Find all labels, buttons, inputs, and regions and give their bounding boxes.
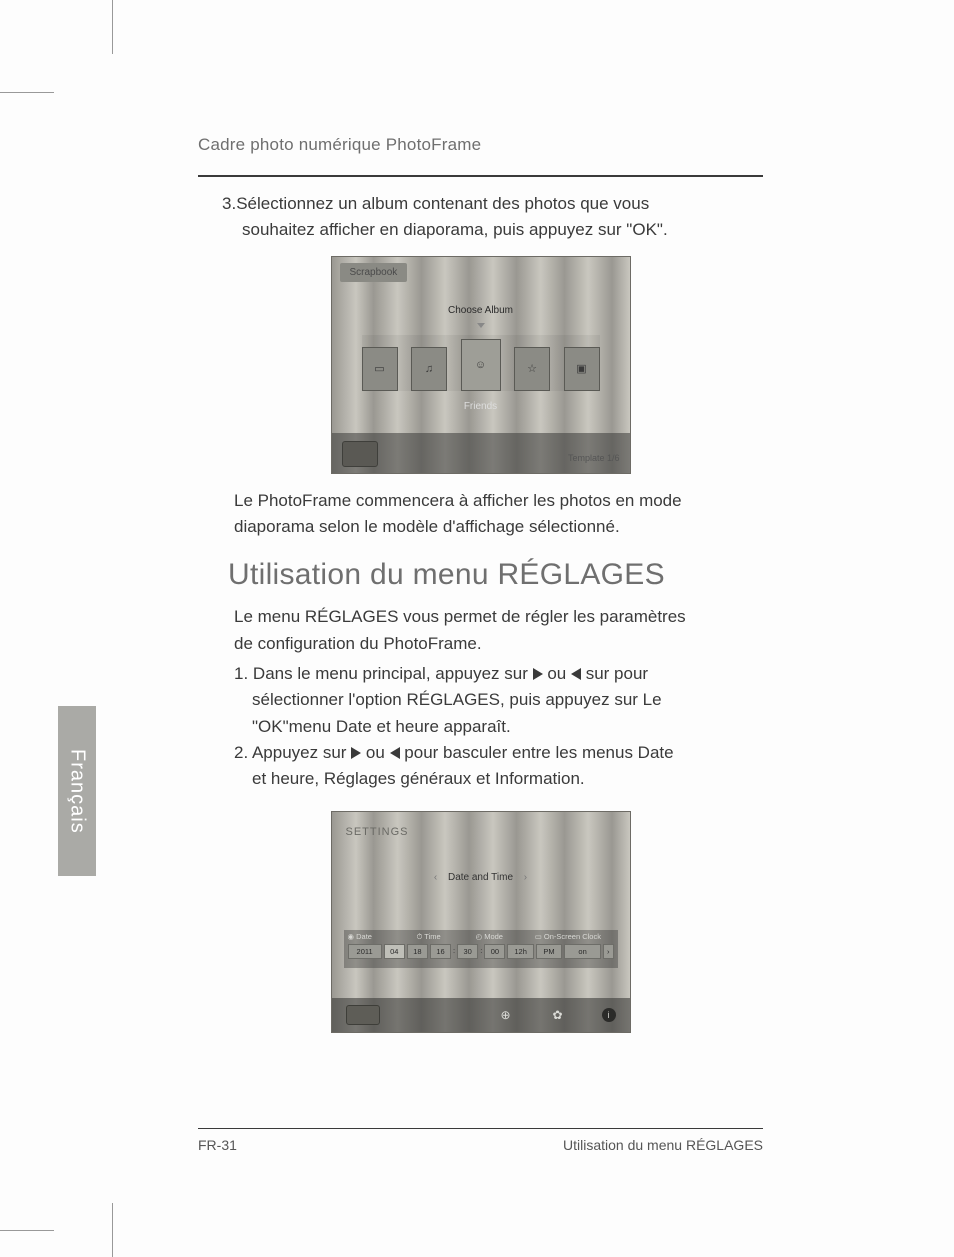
fig2-nav: ‹ Date and Time › bbox=[332, 872, 630, 883]
fig2-settings-label: SETTINGS bbox=[346, 826, 409, 838]
fig1-album-name: Friends bbox=[332, 401, 630, 412]
page: Français Cadre photo numérique PhotoFram… bbox=[0, 0, 954, 1257]
chevron-right-icon: › bbox=[524, 872, 527, 883]
post-fig1-line-a: Le PhotoFrame commencera à afficher les … bbox=[234, 491, 682, 510]
globe-icon: ⊕ bbox=[498, 1007, 514, 1023]
step-2-a: Appuyez sur bbox=[248, 743, 351, 762]
crop-mark bbox=[0, 92, 54, 93]
right-arrow-icon bbox=[533, 668, 543, 680]
section-title: Utilisation du menu RÉGLAGES bbox=[198, 558, 763, 592]
section-intro: Le menu RÉGLAGES vous permet de régler l… bbox=[198, 604, 763, 657]
language-tab-label: Français bbox=[66, 749, 89, 834]
right-arrow-icon bbox=[351, 747, 361, 759]
post-fig1-line-b: diaporama selon le modèle d'affichage sé… bbox=[234, 517, 620, 536]
val-min: 30 bbox=[457, 944, 478, 959]
step-2-d: et heure, Réglages généraux et Informati… bbox=[252, 769, 585, 788]
step-1-a: Dans le menu principal, appuyez sur bbox=[248, 664, 532, 683]
fig2-hdr-mode: ◴ Mode bbox=[476, 932, 535, 942]
colon: : bbox=[453, 944, 455, 959]
step-3-num: 3. bbox=[222, 194, 236, 213]
val-month: 04 bbox=[384, 944, 405, 959]
album-thumb: ▣ bbox=[564, 347, 600, 391]
language-tab: Français bbox=[58, 706, 96, 876]
val-hour: 16 bbox=[430, 944, 451, 959]
left-arrow-icon bbox=[571, 668, 581, 680]
footer-rule bbox=[198, 1128, 763, 1129]
step-1: 1. Dans le menu principal, appuyez sur o… bbox=[198, 661, 763, 740]
album-thumb: ♫ bbox=[411, 347, 447, 391]
content-column: Cadre photo numérique PhotoFrame 3.Sélec… bbox=[198, 135, 763, 1047]
fig2-iconbar: ⊕ ✿ i bbox=[332, 998, 630, 1032]
left-arrow-icon bbox=[390, 747, 400, 759]
step-3-line-b: souhaitez afficher en diaporama, puis ap… bbox=[234, 220, 668, 239]
fig1-bottom-bar: Template 1/6 bbox=[332, 433, 630, 473]
album-thumb: ▭ bbox=[362, 347, 398, 391]
album-thumb-selected: ☺ bbox=[461, 339, 501, 391]
fig2-hdr-clock: ▭ On-Screen Clock bbox=[535, 932, 614, 942]
fig2-hdr-date: ◉ Date bbox=[348, 932, 417, 942]
val-clock: on bbox=[564, 944, 601, 959]
intro-line-b: de configuration du PhotoFrame. bbox=[234, 634, 482, 653]
step-2-b: ou bbox=[361, 743, 389, 762]
fig2-fields: ◉ Date ⏱ Time ◴ Mode ▭ On-Screen Clock 2… bbox=[344, 930, 618, 968]
crop-mark bbox=[112, 0, 113, 54]
running-header: Cadre photo numérique PhotoFrame bbox=[198, 135, 763, 155]
fig2-hdr-time: ⏱ Time bbox=[416, 932, 475, 942]
screenshot-settings: SETTINGS ‹ Date and Time › ◉ Date ⏱ Time… bbox=[331, 811, 631, 1033]
fig2-nav-label: Date and Time bbox=[448, 872, 513, 883]
val-mode: 12h bbox=[507, 944, 533, 959]
page-footer: FR-31 Utilisation du menu RÉGLAGES bbox=[198, 1128, 763, 1153]
post-fig1-text: Le PhotoFrame commencera à afficher les … bbox=[198, 488, 763, 541]
crop-mark bbox=[112, 1203, 113, 1257]
step-1-e: "OK"menu Date et heure apparaît. bbox=[252, 717, 511, 736]
fig2-field-headers: ◉ Date ⏱ Time ◴ Mode ▭ On-Screen Clock bbox=[348, 932, 614, 942]
fig1-choose-label: Choose Album bbox=[332, 305, 630, 316]
fig1-template-label: Template 1/6 bbox=[568, 453, 620, 463]
val-day: 18 bbox=[407, 944, 428, 959]
step-3-line-a: Sélectionnez un album contenant des phot… bbox=[236, 194, 649, 213]
val-year: 2011 bbox=[348, 944, 382, 959]
step-2-num: 2. bbox=[234, 743, 248, 762]
gear-icon: ✿ bbox=[550, 1007, 566, 1023]
step-2: 2. Appuyez sur ou pour basculer entre le… bbox=[198, 740, 763, 793]
step-2-c: pour basculer entre les menus Date bbox=[400, 743, 674, 762]
colon: : bbox=[480, 944, 482, 959]
val-ampm: PM bbox=[536, 944, 562, 959]
fig1-album-row: ▭ ♫ ☺ ☆ ▣ bbox=[362, 335, 600, 391]
screenshot-choose-album: Scrapbook Choose Album ▭ ♫ ☺ ☆ ▣ Friends… bbox=[331, 256, 631, 474]
footer-section-title: Utilisation du menu RÉGLAGES bbox=[563, 1137, 763, 1153]
album-thumb: ☆ bbox=[514, 347, 550, 391]
step-1-b: ou bbox=[543, 664, 571, 683]
step-1-d: sélectionner l'option RÉGLAGES, puis app… bbox=[252, 690, 662, 709]
crop-mark bbox=[0, 1230, 54, 1231]
fig2-field-values: 2011 04 18 16 : 30 : 00 12h PM on › bbox=[348, 944, 614, 959]
fig1-tab: Scrapbook bbox=[340, 263, 408, 282]
footer-page-number: FR-31 bbox=[198, 1137, 237, 1153]
step-3: 3.Sélectionnez un album contenant des ph… bbox=[198, 191, 763, 244]
intro-line-a: Le menu RÉGLAGES vous permet de régler l… bbox=[234, 607, 686, 626]
chevron-right-icon: › bbox=[603, 944, 614, 959]
toolbox-icon bbox=[346, 1005, 380, 1025]
info-icon: i bbox=[602, 1008, 616, 1022]
val-sec: 00 bbox=[484, 944, 505, 959]
chevron-down-icon bbox=[477, 323, 485, 328]
step-1-num: 1. bbox=[234, 664, 248, 683]
step-1-c: sur pour bbox=[581, 664, 648, 683]
toolbox-icon bbox=[342, 441, 378, 467]
chevron-left-icon: ‹ bbox=[434, 872, 437, 883]
